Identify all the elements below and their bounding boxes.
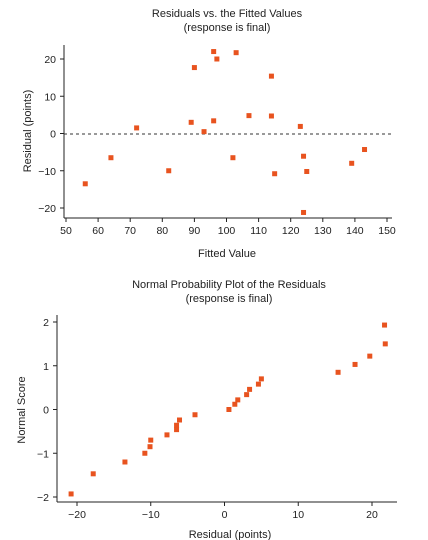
chart1-data-point <box>349 160 355 166</box>
chart1-data-point <box>201 129 207 135</box>
chart2-x-tick-label: 0 <box>222 509 228 521</box>
chart1-data-point <box>191 65 197 71</box>
chart2-title: Normal Probability Plot of the Residuals <box>132 279 326 291</box>
chart2-x-tick-label: −10 <box>142 509 160 521</box>
chart2-y-tick-label: 0 <box>43 405 49 417</box>
chart2-data-point <box>255 381 261 387</box>
chart1-x-tick-label: 120 <box>282 225 300 237</box>
chart2-data-point <box>382 322 388 328</box>
chart2-data-point <box>335 369 341 375</box>
chart2-points <box>68 322 388 497</box>
chart1-x-label: Fitted Value <box>198 248 256 260</box>
chart1-data-point <box>301 153 307 159</box>
chart1-data-point <box>246 113 252 119</box>
chart1-y-tick-label: 20 <box>44 54 56 66</box>
chart1-data-point <box>272 171 278 177</box>
chart2-data-point <box>174 422 180 428</box>
chart1-data-point <box>301 209 307 215</box>
chart1-x-tick-label: 80 <box>156 225 168 237</box>
chart2-data-point <box>122 459 128 465</box>
chart1-data-point <box>297 123 303 129</box>
chart2-data-point <box>174 427 180 433</box>
chart2-data-point <box>247 386 253 392</box>
chart1-data-point <box>108 155 114 161</box>
chart2-x-tick-label: 10 <box>292 509 304 521</box>
chart1-x-tick-label: 60 <box>92 225 104 237</box>
chart2-x-tick-label: 20 <box>366 509 378 521</box>
chart1-y-label: Residual (points) <box>22 90 34 173</box>
chart1-data-point <box>188 119 194 125</box>
chart1-y-tick-label: −20 <box>38 203 56 215</box>
chart1-data-point <box>214 56 220 62</box>
chart1-y-tick-label: 0 <box>50 129 56 141</box>
chart2-data-point <box>232 401 238 407</box>
chart1-data-point <box>268 73 274 79</box>
chart1-y-tick-label: 10 <box>44 91 56 103</box>
chart2-x-tick-label: −20 <box>68 509 86 521</box>
chart2-data-point <box>177 417 183 423</box>
chart1-title: Residuals vs. the Fitted Values <box>152 8 303 20</box>
chart1-x-tick-label: 100 <box>218 225 236 237</box>
chart2-data-point <box>142 450 148 456</box>
chart1-data-point <box>82 181 88 187</box>
chart1-ticks: 50 60 70 80 90 100 110 120 130 140 150 −20 −10 0 10 20 <box>38 54 396 237</box>
chart2-subtitle: (response is final) <box>186 293 273 305</box>
chart2-data-point <box>164 432 170 438</box>
chart1-x-tick-label: 50 <box>60 225 72 237</box>
chart2-data-point <box>258 376 264 382</box>
chart1-data-point <box>211 49 217 55</box>
chart1-data-point <box>211 118 217 124</box>
residuals-vs-fitted-chart: Residuals vs. the Fitted Values (respons… <box>22 8 396 260</box>
chart2-data-point <box>235 397 241 403</box>
chart1-y-tick-label: −10 <box>38 166 56 178</box>
chart1-data-point <box>233 50 239 56</box>
chart2-y-tick-label: −2 <box>37 492 49 504</box>
chart2-data-point <box>192 412 198 418</box>
chart1-x-tick-label: 70 <box>124 225 136 237</box>
chart1-data-point <box>362 147 368 153</box>
chart1-x-tick-label: 110 <box>250 225 267 237</box>
chart1-data-point <box>230 155 236 161</box>
chart2-y-label: Normal Score <box>16 376 28 443</box>
chart2-data-point <box>226 407 232 412</box>
chart2-data-point <box>68 491 74 497</box>
chart2-data-point <box>352 361 358 367</box>
chart2-data-point <box>147 444 153 450</box>
chart2-data-point <box>90 471 96 477</box>
chart1-x-tick-label: 90 <box>189 225 201 237</box>
chart1-x-tick-label: 150 <box>378 225 396 237</box>
chart1-data-point <box>304 168 310 174</box>
chart2-y-tick-label: 2 <box>43 317 49 329</box>
chart2-data-point <box>367 353 373 359</box>
chart2-y-tick-label: 1 <box>43 361 49 373</box>
chart2-y-tick-label: −1 <box>37 448 49 460</box>
chart2-x-label: Residual (points) <box>189 529 272 540</box>
chart1-x-tick-label: 140 <box>346 225 364 237</box>
chart1-data-point <box>268 113 274 119</box>
chart1-points <box>82 49 368 215</box>
chart2-data-point <box>148 437 154 443</box>
chart1-data-point <box>166 168 172 174</box>
chart1-subtitle: (response is final) <box>184 22 271 34</box>
chart1-data-point <box>134 125 140 131</box>
normal-probability-chart: Normal Probability Plot of the Residuals… <box>16 279 397 540</box>
chart2-data-point <box>244 392 250 398</box>
chart2-data-point <box>382 341 388 347</box>
chart1-x-tick-label: 130 <box>314 225 332 237</box>
